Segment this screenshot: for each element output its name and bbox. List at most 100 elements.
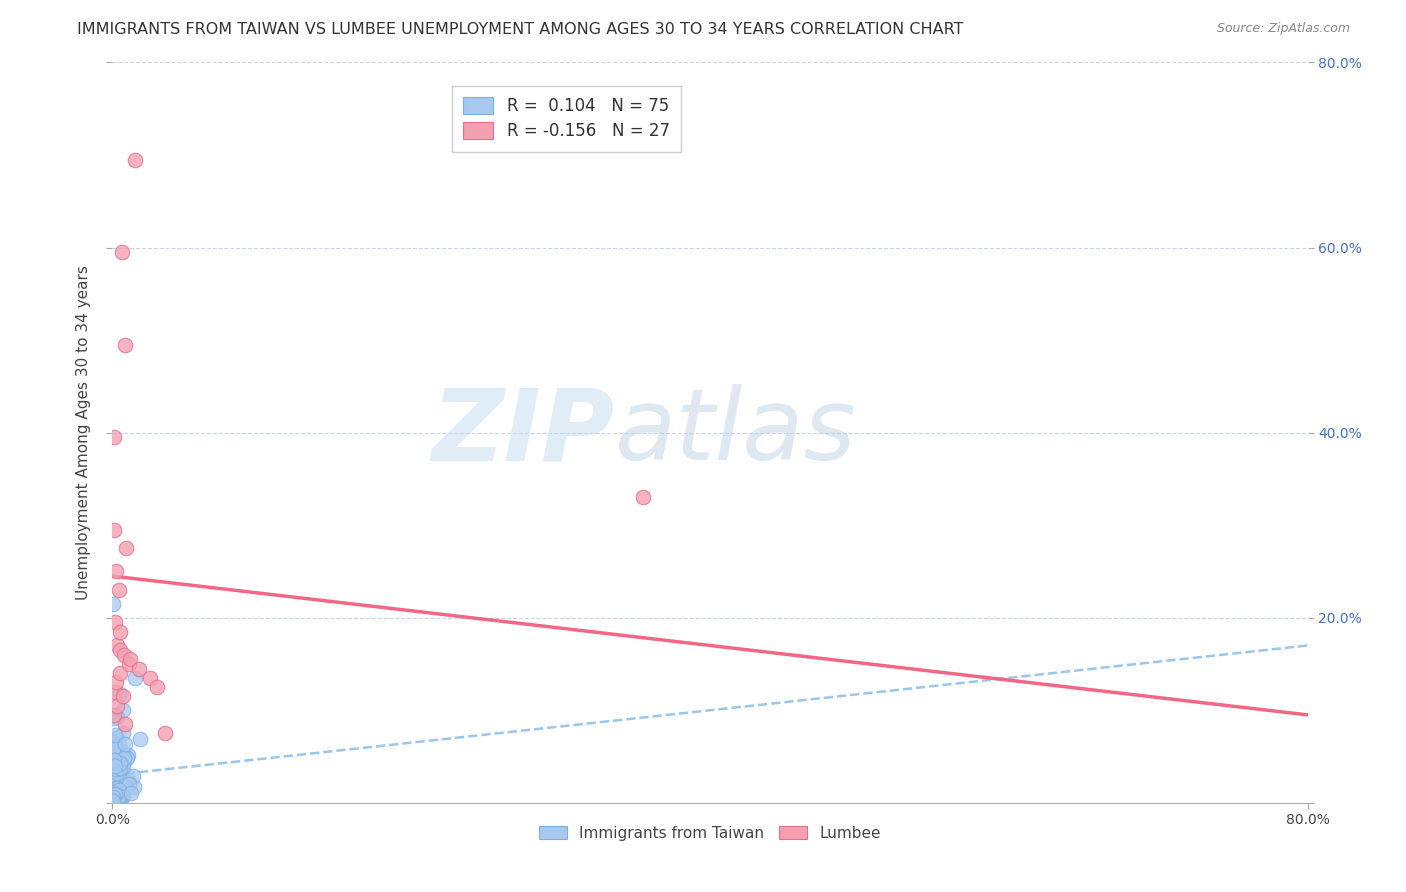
Point (124, 153, 146, 167)
Point (110, 761, 132, 775)
Point (107, 790, 129, 805)
Point (112, 690, 135, 704)
Point (105, 789, 128, 804)
Point (146, 680, 169, 694)
Point (108, 624, 131, 639)
Point (115, 751, 138, 765)
Point (139, 671, 162, 685)
Point (103, 735, 125, 749)
Point (105, 766, 128, 780)
Point (120, 652, 142, 666)
Point (115, 774, 138, 789)
Point (101, 772, 124, 786)
Point (124, 671, 146, 685)
Point (103, 785, 125, 799)
Point (114, 337, 136, 351)
Point (103, 523, 125, 537)
Point (112, 648, 135, 662)
Point (112, 751, 135, 765)
Point (104, 787, 127, 801)
Point (105, 780, 128, 795)
Point (104, 785, 127, 799)
Point (101, 789, 124, 804)
Point (117, 772, 139, 787)
Point (122, 769, 145, 783)
Point (101, 760, 124, 774)
Point (101, 768, 124, 782)
Point (110, 666, 132, 681)
Point (101, 793, 124, 807)
Point (101, 782, 124, 797)
Y-axis label: Unemployment Among Ages 30 to 34 years: Unemployment Among Ages 30 to 34 years (76, 265, 91, 600)
Point (114, 737, 136, 751)
Point (104, 785, 127, 799)
Point (103, 728, 125, 742)
Point (105, 731, 128, 745)
Point (101, 748, 124, 763)
Point (111, 757, 134, 772)
Point (103, 791, 125, 805)
Point (104, 762, 127, 776)
Point (631, 491, 654, 505)
Point (120, 786, 142, 800)
Point (103, 741, 125, 756)
Point (111, 772, 134, 787)
Point (104, 752, 127, 766)
Point (112, 726, 135, 740)
Text: atlas: atlas (614, 384, 856, 481)
Point (104, 685, 127, 699)
Point (103, 780, 125, 794)
Point (129, 731, 152, 746)
Point (104, 787, 127, 801)
Point (105, 791, 128, 805)
Point (103, 707, 125, 722)
Text: ZIP: ZIP (432, 384, 614, 481)
Point (111, 789, 134, 804)
Point (110, 791, 132, 805)
Point (112, 760, 135, 774)
Point (101, 789, 124, 804)
Point (105, 731, 128, 745)
Point (105, 765, 128, 780)
Point (111, 745, 134, 759)
Point (108, 643, 131, 657)
Point (103, 793, 125, 807)
Point (104, 675, 127, 690)
Point (101, 786, 124, 800)
Point (103, 710, 125, 724)
Point (105, 741, 128, 756)
Point (107, 766, 129, 780)
Point (107, 782, 129, 797)
Legend: Immigrants from Taiwan, Lumbee: Immigrants from Taiwan, Lumbee (533, 820, 887, 847)
Point (107, 698, 129, 713)
Point (103, 756, 125, 770)
Text: Source: ZipAtlas.com: Source: ZipAtlas.com (1216, 22, 1350, 36)
Point (108, 752, 131, 766)
Point (118, 777, 141, 791)
Point (115, 541, 138, 556)
Text: IMMIGRANTS FROM TAIWAN VS LUMBEE UNEMPLOYMENT AMONG AGES 30 TO 34 YEARS CORRELAT: IMMIGRANTS FROM TAIWAN VS LUMBEE UNEMPLO… (77, 22, 965, 37)
Point (104, 759, 127, 773)
Point (105, 639, 128, 653)
Point (104, 615, 127, 630)
Point (105, 744, 128, 758)
Point (108, 761, 131, 775)
Point (108, 687, 131, 701)
Point (111, 703, 134, 717)
Point (153, 726, 176, 740)
Point (103, 786, 125, 800)
Point (103, 753, 125, 767)
Point (105, 565, 128, 579)
Point (107, 789, 129, 803)
Point (101, 597, 124, 611)
Point (117, 748, 139, 763)
Point (111, 788, 134, 802)
Point (103, 430, 125, 444)
Point (101, 770, 124, 784)
Point (103, 776, 125, 790)
Point (107, 738, 129, 752)
Point (105, 710, 128, 724)
Point (108, 756, 131, 771)
Point (108, 582, 131, 597)
Point (111, 245, 134, 260)
